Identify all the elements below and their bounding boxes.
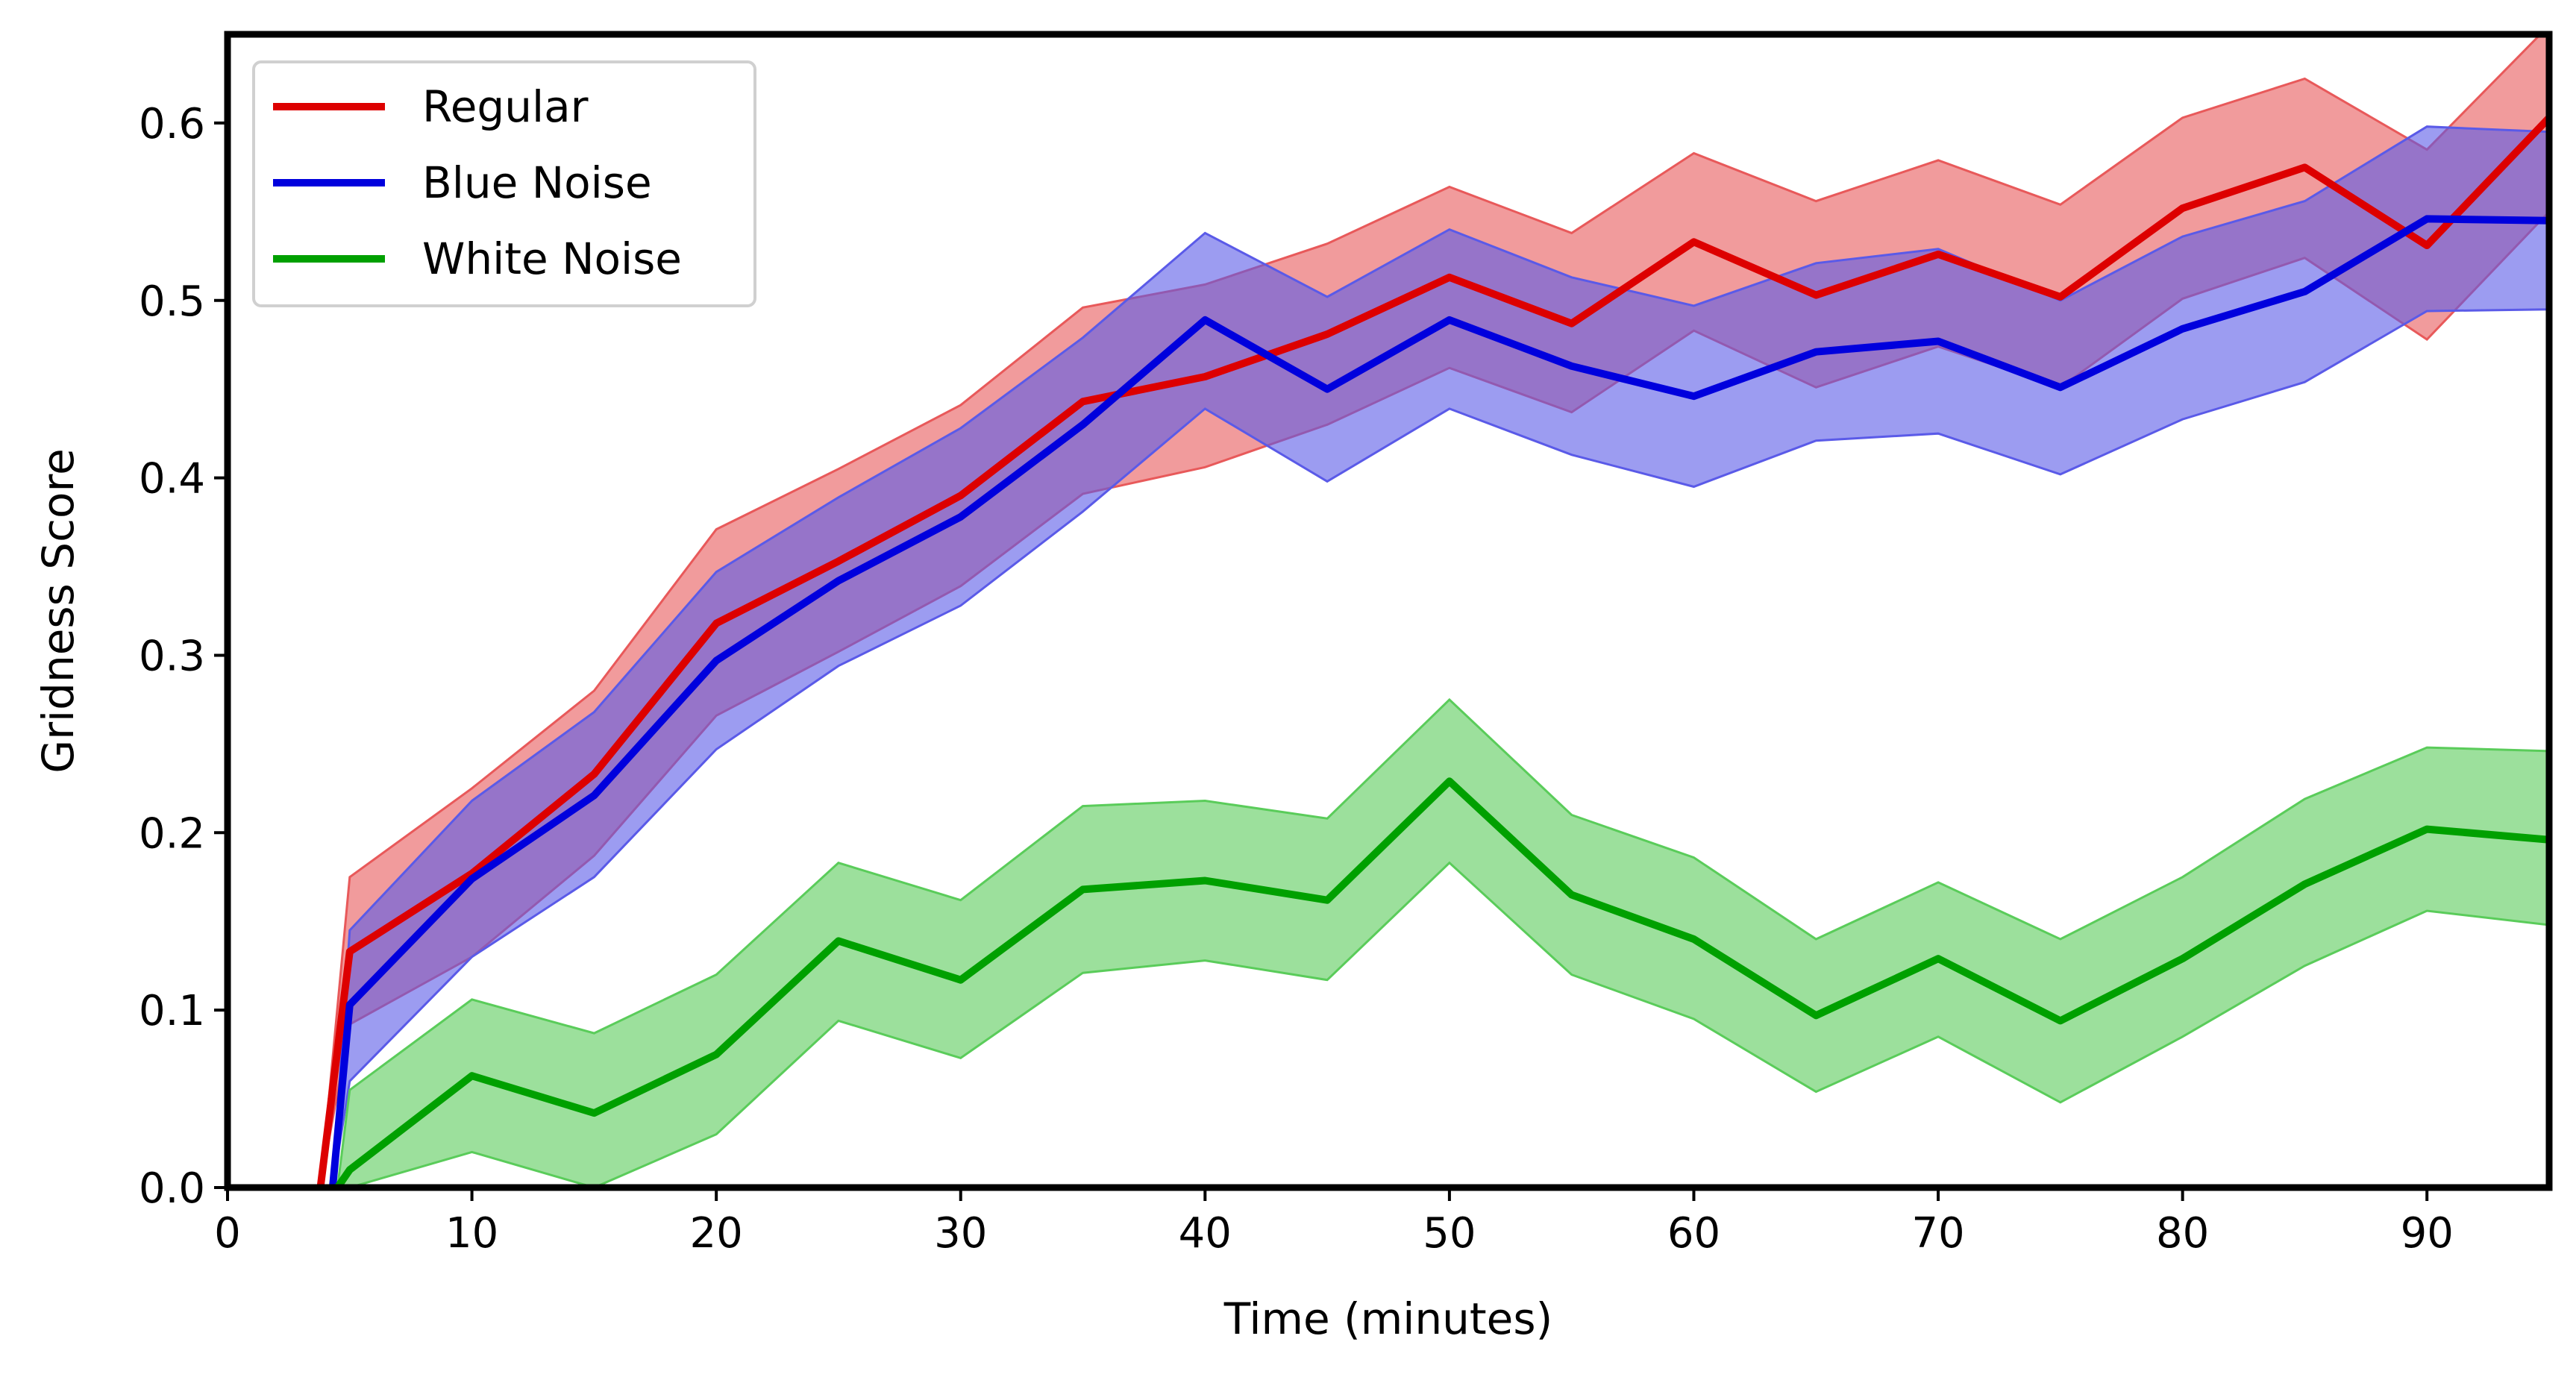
y-tick-label: 0.1	[139, 987, 205, 1035]
plot-frame	[224, 31, 2553, 1191]
x-tick-label: 70	[1911, 1209, 1964, 1258]
legend-label-blue-noise: Blue Noise	[422, 157, 652, 208]
x-tick-label: 60	[1667, 1209, 1720, 1258]
x-tick-label: 50	[1423, 1209, 1476, 1258]
y-tick-label: 0.3	[139, 632, 205, 680]
y-axis-title: Gridness Score	[33, 448, 84, 773]
y-tick-label: 0.0	[139, 1164, 205, 1213]
legend-box	[252, 60, 756, 307]
legend-label-white-noise: White Noise	[422, 233, 682, 284]
x-tick-label: 0	[214, 1209, 241, 1258]
x-tick-label: 40	[1179, 1209, 1232, 1258]
series-lines	[316, 115, 2549, 1188]
x-tick-label: 80	[2156, 1209, 2209, 1258]
confidence-bands	[319, 34, 2549, 1188]
y-tick-label: 0.4	[139, 455, 205, 504]
y-axis-ticks: 0.0 0.1 0.2 0.3 0.4 0.5 0.6	[139, 100, 228, 1213]
x-axis-title: Time (minutes)	[1223, 1293, 1552, 1344]
x-tick-label: 20	[690, 1209, 743, 1258]
blue-noise-band	[331, 125, 2549, 1188]
legend-label-regular: Regular	[422, 81, 589, 132]
x-axis-ticks: 0 10 20 30 40 50 60 70 80 90	[214, 1188, 2454, 1258]
white-noise-line	[334, 777, 2549, 1188]
y-tick-label: 0.6	[139, 100, 205, 148]
blue-noise-line	[328, 215, 2549, 1188]
x-tick-label: 90	[2401, 1209, 2454, 1258]
y-tick-label: 0.2	[139, 809, 205, 858]
white-noise-band	[336, 697, 2549, 1188]
x-tick-label: 30	[934, 1209, 987, 1258]
x-tick-label: 10	[445, 1209, 498, 1258]
legend: Regular Blue Noise White Noise	[252, 60, 756, 307]
regular-line	[316, 115, 2549, 1188]
y-tick-label: 0.5	[139, 277, 205, 326]
